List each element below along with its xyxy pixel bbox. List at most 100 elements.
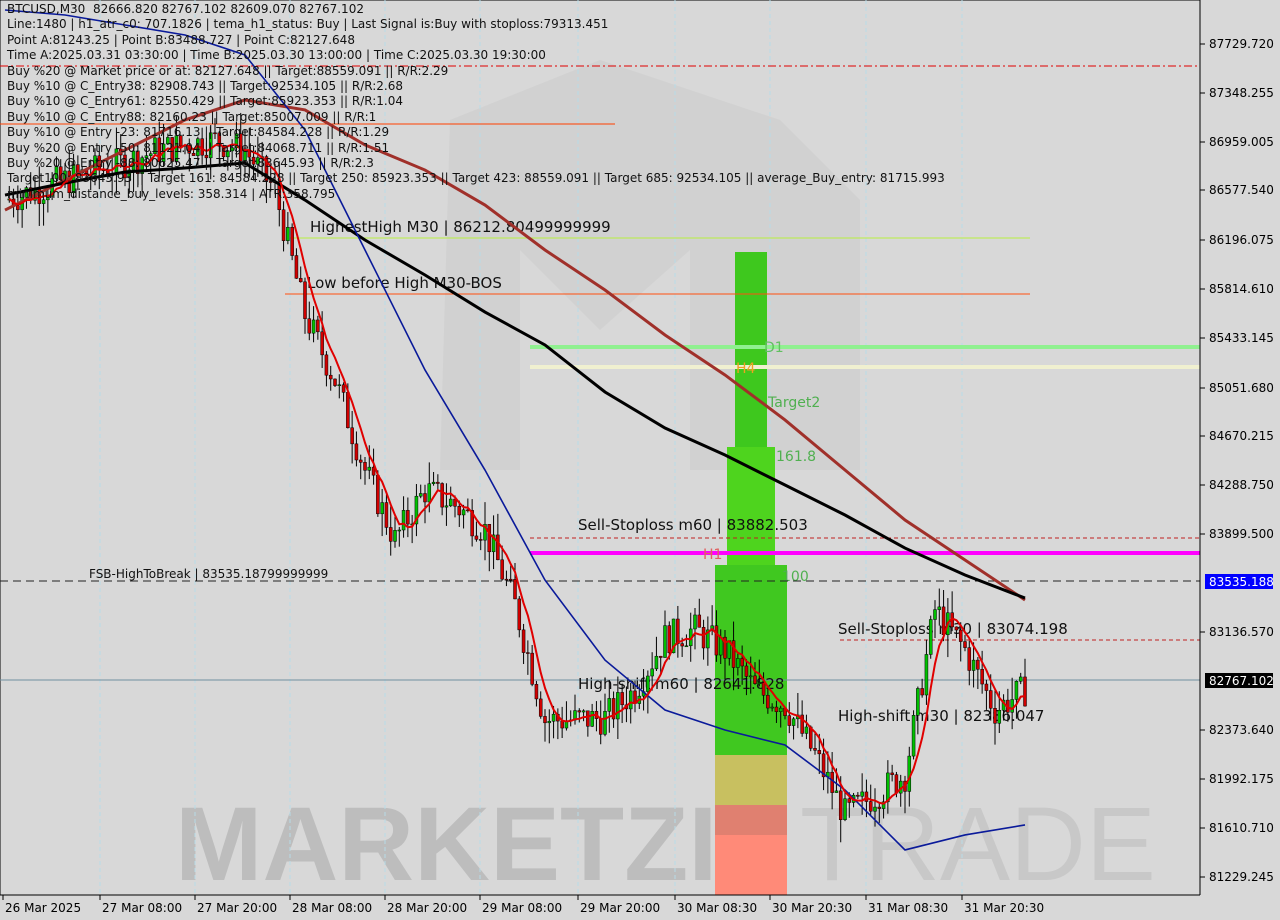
candle	[843, 798, 847, 820]
zone-bar	[727, 447, 775, 567]
x-tick-label: 31 Mar 20:30	[964, 901, 1044, 915]
candle	[54, 166, 59, 179]
candle	[191, 152, 196, 156]
y-tick-label: 83136.570	[1209, 625, 1274, 639]
candle	[328, 374, 333, 380]
candle	[971, 659, 976, 671]
info-line: Buy %10 @ C_Entry38: 82908.743 || Target…	[7, 78, 403, 93]
bid-price-badge	[1205, 574, 1273, 589]
candle	[367, 466, 372, 471]
candle	[298, 278, 303, 283]
candle	[577, 710, 582, 713]
x-tick-label: 28 Mar 20:00	[387, 901, 467, 915]
candle	[723, 636, 727, 659]
candle	[937, 606, 942, 610]
candle	[920, 688, 924, 696]
y-tick-label: 86959.005	[1209, 135, 1274, 149]
y-tick-label: 87348.255	[1209, 86, 1274, 100]
candle	[890, 772, 894, 775]
candle	[423, 493, 427, 503]
candle	[234, 133, 239, 149]
candle	[487, 524, 492, 553]
candle	[358, 459, 363, 463]
candle	[526, 652, 530, 654]
candle	[590, 711, 594, 727]
candle	[376, 474, 380, 515]
candle	[478, 539, 483, 541]
candle	[324, 354, 329, 376]
y-tick-label: 81992.175	[1209, 772, 1274, 786]
candle	[346, 392, 350, 429]
candle	[551, 713, 556, 722]
candle	[603, 711, 607, 735]
candle	[264, 156, 269, 181]
candle	[178, 135, 183, 147]
candle	[483, 524, 487, 541]
y-tick-label: 81610.710	[1209, 821, 1274, 835]
candle	[958, 629, 963, 642]
candle	[753, 675, 757, 684]
zone-bar	[715, 755, 787, 805]
info-line: Buy %10 @ C_Entry61: 82550.429 || Target…	[7, 94, 403, 109]
price-axis	[1200, 0, 1280, 920]
candle	[967, 647, 972, 671]
candle	[847, 798, 852, 803]
y-tick-label: 82373.640	[1209, 723, 1274, 737]
candle	[560, 720, 564, 729]
candle	[401, 510, 406, 531]
candle	[491, 534, 496, 553]
candle	[444, 505, 449, 508]
candle	[684, 645, 689, 648]
candle	[166, 137, 170, 145]
info-line: Buy %20 @ Entry -50: 81121.04 || Target:…	[7, 140, 390, 155]
info-line: BTCUSD,M30 82666.820 82767.102 82609.070…	[7, 2, 364, 16]
candle	[598, 718, 603, 735]
candle	[213, 132, 217, 135]
candle	[281, 209, 286, 241]
candle	[363, 462, 367, 471]
candle	[607, 698, 612, 712]
candle	[457, 506, 462, 516]
candle	[697, 614, 702, 628]
candle	[208, 132, 213, 159]
candle	[860, 791, 864, 797]
candle	[748, 675, 753, 678]
candle	[290, 226, 294, 256]
x-tick-label: 29 Mar 20:00	[580, 901, 660, 915]
candle	[916, 688, 920, 716]
candle	[993, 708, 997, 724]
candle	[538, 698, 543, 717]
candle	[886, 772, 890, 803]
candle	[778, 707, 783, 712]
candle	[740, 658, 744, 667]
candle	[384, 502, 389, 528]
candle	[534, 684, 539, 700]
candle	[521, 629, 526, 653]
x-tick-label: 27 Mar 20:00	[197, 901, 277, 915]
candle	[954, 626, 959, 631]
candle	[980, 669, 984, 685]
candle	[924, 654, 929, 696]
candle	[804, 726, 809, 734]
candle	[307, 318, 312, 334]
candle	[706, 629, 710, 649]
candle	[406, 510, 410, 525]
candle	[543, 716, 547, 724]
y-tick-label: 84670.215	[1209, 429, 1274, 443]
candle	[461, 509, 466, 516]
candle	[658, 655, 663, 658]
candle	[496, 534, 500, 561]
candle	[140, 157, 144, 174]
info-line: Time A:2025.03.31 03:30:00 | Time B:2025…	[7, 48, 546, 63]
candle	[393, 530, 397, 542]
x-tick-label: 26 Mar 2025	[5, 901, 81, 915]
target2-label: Target2	[767, 395, 820, 411]
candle	[933, 609, 937, 620]
candle	[127, 169, 132, 179]
x-tick-label: 29 Mar 08:00	[482, 901, 562, 915]
candle	[736, 658, 740, 668]
y-tick-label: 87729.720	[1209, 37, 1274, 51]
candle	[350, 427, 354, 445]
info-line: Target100: 83645.93 || Target 161: 84584…	[7, 171, 945, 186]
